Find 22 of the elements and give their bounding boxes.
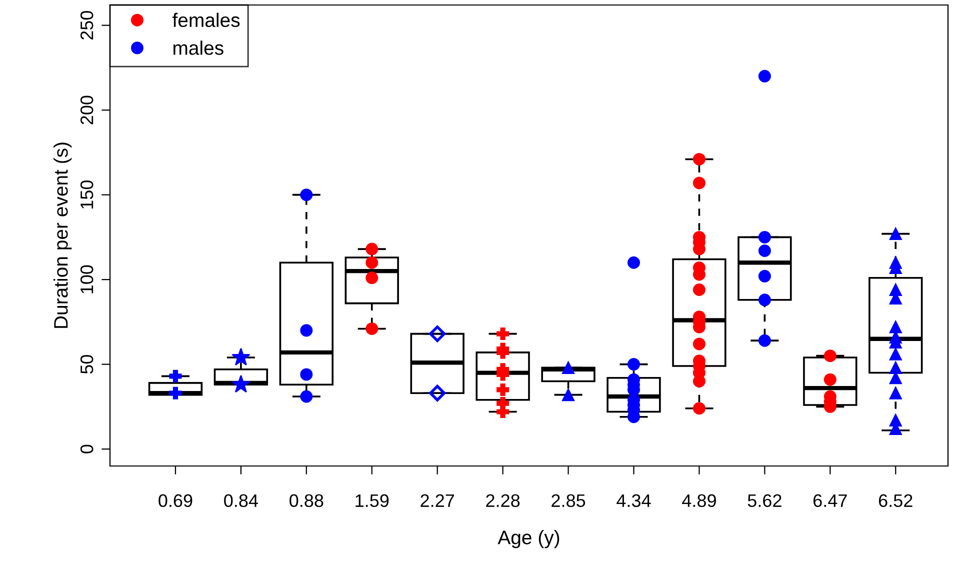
x-tick-label: 0.84	[224, 494, 258, 508]
legend-label: males	[174, 40, 224, 55]
x-tick-label: 6.52	[878, 494, 912, 508]
x-tick-label: 0.69	[158, 494, 192, 508]
y-tick-label: 100	[80, 265, 94, 294]
y-tick-label: 150	[80, 180, 94, 209]
y-tick-label: 200	[80, 96, 94, 124]
x-tick-label: 2.27	[420, 494, 454, 507]
x-tick-label: 4.34	[616, 494, 651, 508]
x-tick-label: 2.28	[486, 494, 520, 508]
x-tick-label: 6.47	[814, 494, 847, 508]
x-tick-label: 2.85	[552, 494, 586, 508]
x-tick-label: 5.62	[748, 494, 782, 508]
x-tick-label: 1.59	[356, 494, 389, 508]
y-tick-label: 50	[80, 354, 94, 374]
x-tick-label: 0.88	[290, 494, 324, 508]
y-tick-label: 0	[80, 444, 94, 454]
y-tick-label: 250	[80, 10, 94, 40]
x-tick-label: 4.89	[682, 494, 716, 508]
y-axis-title: Duration per event (s)	[54, 142, 72, 328]
legend-label: females	[172, 12, 240, 28]
x-axis-title: Age (y)	[498, 530, 560, 548]
